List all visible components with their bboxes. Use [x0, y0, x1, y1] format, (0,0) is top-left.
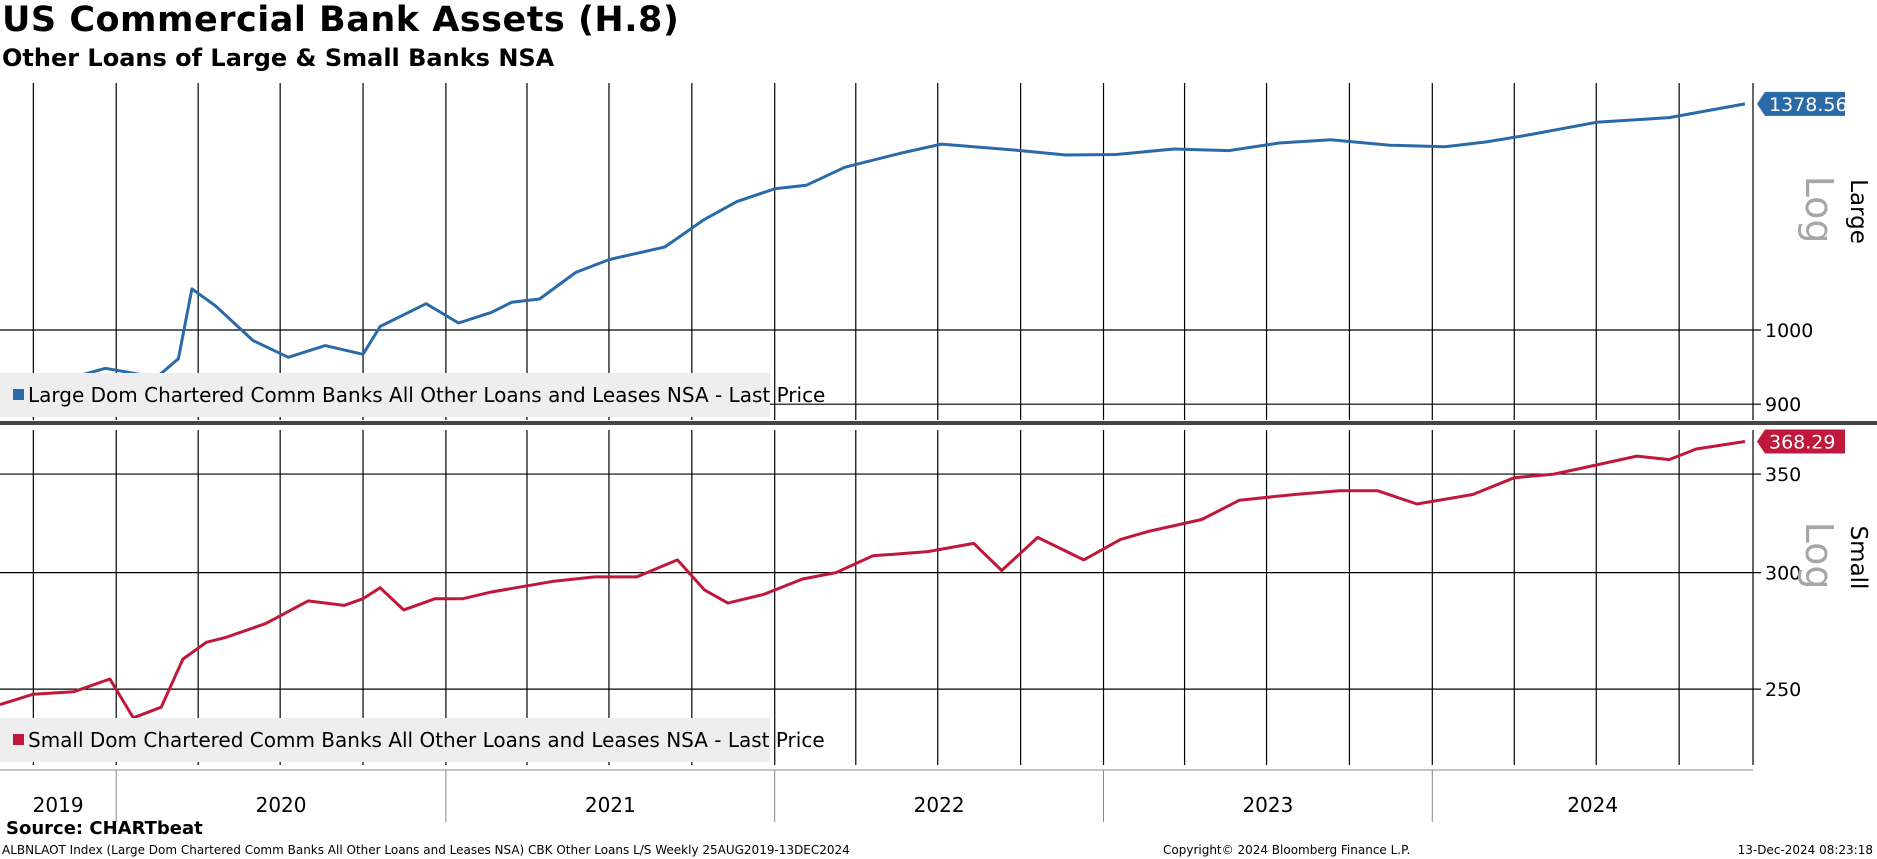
- last-value-tag: 368.29: [1757, 429, 1845, 454]
- x-axis: 2019 2020 2021 2022 2023 2024: [0, 769, 1753, 822]
- legend-background: [0, 373, 770, 417]
- legend-background: [0, 718, 770, 762]
- series-line: [0, 102, 1746, 402]
- x-tick-label: 2019: [33, 793, 84, 817]
- last-value-label: 1378.56: [1769, 94, 1848, 116]
- x-tick-label: 2020: [256, 793, 307, 817]
- log-scale-label: Log: [1797, 176, 1841, 244]
- legend-label: Small Dom Chartered Comm Banks All Other…: [28, 728, 825, 752]
- axis-title: Small: [1845, 526, 1871, 590]
- source-label: Source: CHARTbeat: [6, 818, 203, 839]
- legend: Small Dom Chartered Comm Banks All Other…: [0, 718, 825, 762]
- x-tick-label: 2023: [1242, 793, 1293, 817]
- last-value-label: 368.29: [1769, 432, 1835, 454]
- chart-title: US Commercial Bank Assets (H.8): [2, 0, 680, 40]
- series-line: [0, 440, 1746, 720]
- chart-subtitle: Other Loans of Large & Small Banks NSA: [2, 44, 555, 72]
- x-tick-label: 2021: [585, 793, 636, 817]
- legend-swatch: [13, 389, 24, 400]
- last-value-badge: [1757, 91, 1845, 116]
- legend: Large Dom Chartered Comm Banks All Other…: [0, 373, 825, 417]
- last-value-badge: [1757, 429, 1845, 454]
- y-tick-label: 1000: [1765, 320, 1813, 342]
- x-tick-label: 2024: [1567, 793, 1618, 817]
- series-description: ALBNLAOT Index (Large Dom Chartered Comm…: [2, 843, 850, 857]
- legend-swatch: [13, 734, 24, 745]
- y-tick-label: 350: [1765, 464, 1801, 486]
- last-value-tag: 1378.56: [1757, 91, 1848, 116]
- legend-label: Large Dom Chartered Comm Banks All Other…: [28, 383, 825, 407]
- y-tick-label: 900: [1765, 394, 1801, 416]
- copyright-notice: Copyright© 2024 Bloomberg Finance L.P.: [1163, 843, 1411, 857]
- timestamp: 13-Dec-2024 08:23:18: [1737, 843, 1873, 857]
- vertical-gridlines: [32, 83, 1680, 765]
- log-scale-label: Log: [1797, 522, 1841, 590]
- axis-title: Large: [1845, 179, 1871, 244]
- y-tick-label: 300: [1765, 563, 1801, 585]
- y-tick-label: 250: [1765, 679, 1801, 701]
- x-tick-label: 2022: [914, 793, 965, 817]
